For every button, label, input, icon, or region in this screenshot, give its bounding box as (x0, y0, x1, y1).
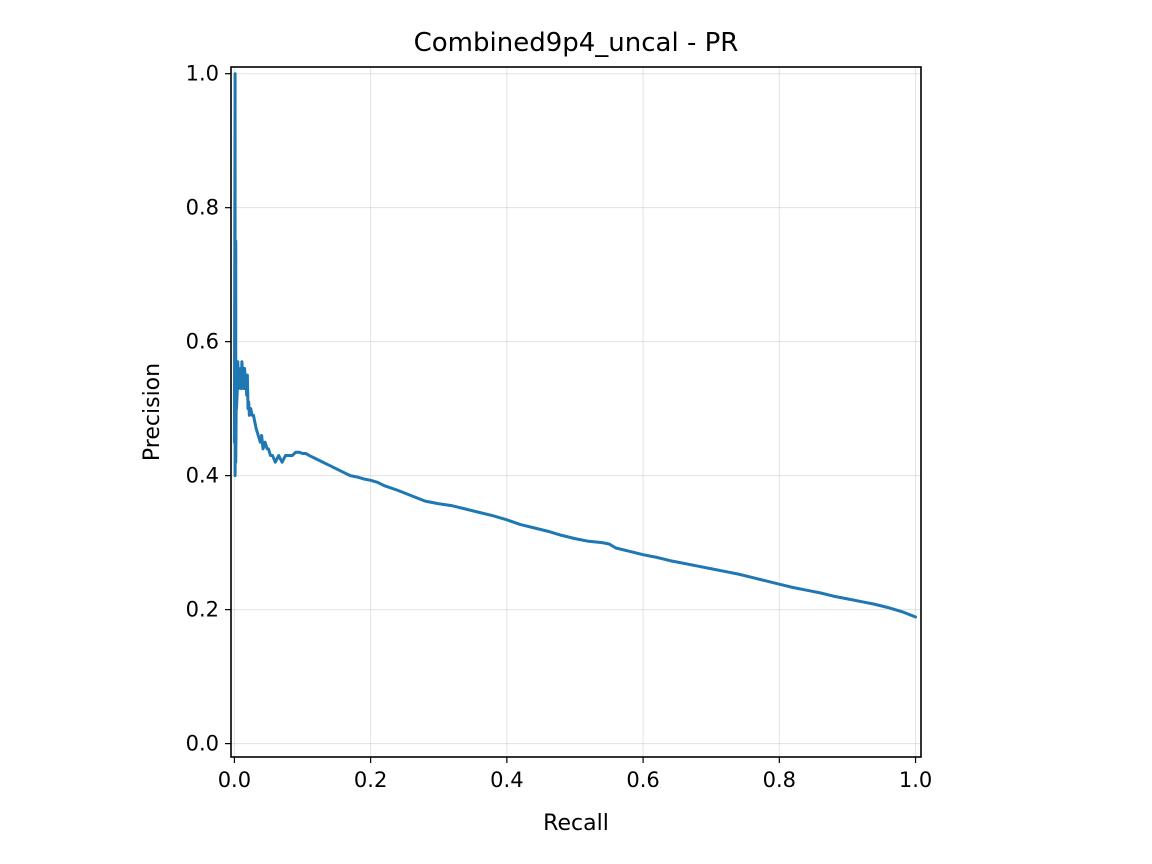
grid (231, 67, 921, 757)
y-axis-ticks: 0.0 0.2 0.4 0.6 0.8 1.0 (186, 62, 231, 756)
y-tick-label: 1.0 (186, 62, 219, 86)
y-tick-label: 0.6 (186, 330, 219, 354)
y-tick-label: 0.8 (186, 196, 219, 220)
x-tick-label: 0.0 (218, 768, 251, 792)
x-axis-label: Recall (543, 811, 609, 836)
x-tick-label: 0.2 (354, 768, 387, 792)
x-axis-ticks: 0.0 0.2 0.4 0.6 0.8 1.0 (218, 757, 932, 792)
y-tick-label: 0.4 (186, 464, 219, 488)
x-tick-label: 0.6 (626, 768, 659, 792)
x-tick-label: 1.0 (899, 768, 932, 792)
axes-frame (230, 66, 922, 758)
pr-curve-line (232, 72, 918, 619)
x-tick-label: 0.4 (490, 768, 523, 792)
y-axis-label: Precision (140, 363, 165, 461)
y-tick-label: 0.2 (186, 598, 219, 622)
x-tick-label: 0.8 (763, 768, 796, 792)
y-tick-label: 0.0 (186, 732, 219, 756)
series-layer (232, 72, 918, 619)
chart-title: Combined9p4_uncal - PR (414, 28, 739, 58)
